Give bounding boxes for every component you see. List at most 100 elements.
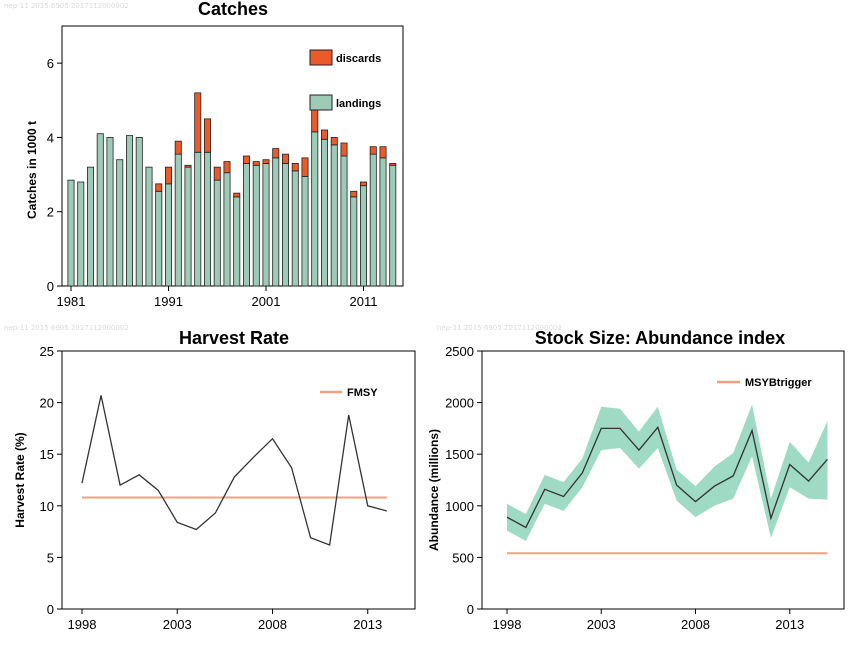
landings-bar — [126, 135, 134, 287]
landings-bar — [242, 163, 250, 287]
legend-landings-label: landings — [336, 98, 381, 110]
discards-bar — [369, 146, 377, 155]
harvest-y-tick-label: 10 — [40, 499, 54, 514]
catches-x-tick-label: 1981 — [57, 294, 86, 309]
stock-y-tick-label: 1000 — [445, 499, 474, 514]
stock-x-tick-label: 2008 — [681, 617, 710, 632]
stock-x-tick-label: 1998 — [493, 617, 522, 632]
discards-bar — [379, 146, 387, 159]
legend-fmsy-label: FMSY — [347, 387, 378, 399]
landings-bar — [194, 151, 202, 287]
discards-bar — [262, 159, 270, 164]
landings-bar — [281, 163, 289, 287]
landings-bar — [291, 170, 299, 287]
discards-bar — [291, 163, 299, 172]
watermark-stock: nep-11 2015 6905 2017112000002 — [437, 324, 562, 332]
landings-bar — [233, 196, 241, 287]
stock-size-chart: Stock Size: Abundance index Abundance (m… — [427, 328, 845, 632]
legend-msybtrigger-label: MSYBtrigger — [745, 377, 812, 389]
watermark-harvest: nep-11 2015 6905 2017112000002 — [4, 324, 129, 332]
landings-bar — [135, 137, 143, 287]
landings-bar — [359, 185, 367, 287]
landings-bar — [350, 196, 358, 287]
stock-y-tick-label: 0 — [467, 602, 474, 617]
landings-bar — [272, 157, 280, 287]
discards-bar — [272, 148, 280, 159]
harvest-y-tick-label: 15 — [40, 447, 54, 462]
catches-title: Catches — [198, 0, 268, 19]
landings-bar — [96, 133, 104, 287]
catches-y-tick-label: 6 — [47, 56, 54, 71]
discards-bar — [164, 166, 172, 185]
stock-x-tick-label: 2003 — [587, 617, 616, 632]
landings-bar — [262, 163, 270, 287]
harvest-x-tick-label: 1998 — [68, 617, 97, 632]
landings-bar — [340, 155, 348, 287]
abundance-line — [506, 426, 828, 529]
legend-discards-label: discards — [336, 53, 381, 65]
discards-bar — [203, 118, 211, 153]
stock-y-tick-label: 500 — [452, 550, 474, 565]
landings-bar — [116, 159, 124, 287]
harvest-x-tick-label: 2013 — [353, 617, 382, 632]
stock-x-tick-label: 2013 — [775, 617, 804, 632]
landings-bar — [369, 153, 377, 287]
landings-bar — [320, 138, 328, 287]
landings-bar — [330, 144, 338, 287]
harvest-rate-y-axis-label: Harvest Rate (%) — [13, 432, 27, 527]
discards-bar — [301, 157, 309, 177]
discards-bar — [194, 92, 202, 153]
landings-bar — [87, 166, 95, 287]
discards-bar — [223, 161, 231, 174]
discards-bar — [233, 192, 241, 198]
stock-y-tick-label: 1500 — [445, 447, 474, 462]
landings-bar — [155, 190, 163, 287]
harvest-y-tick-label: 20 — [40, 396, 54, 411]
catches-x-tick-label: 1991 — [154, 294, 183, 309]
catches-plot-frame — [61, 25, 404, 287]
harvest-x-tick-label: 2008 — [258, 617, 287, 632]
landings-bar — [164, 183, 172, 287]
discards-bar — [359, 181, 367, 187]
harvest-plot-frame — [61, 350, 416, 610]
stock-y-tick-label: 2500 — [445, 344, 474, 359]
stock-size-title: Stock Size: Abundance index — [535, 328, 785, 348]
landings-bar — [174, 153, 182, 287]
stock-y-tick-label: 2000 — [445, 396, 474, 411]
discards-bar — [320, 129, 328, 140]
legend-landings-swatch — [309, 94, 333, 111]
watermark-catches: nep-11 2015 6905 2017112000002 — [4, 2, 129, 10]
catches-y-tick-label: 4 — [47, 130, 54, 145]
discards-bar — [389, 163, 397, 166]
abundance-confidence-band — [507, 404, 828, 541]
catches-y-axis-label: Catches in 1000 t — [25, 121, 39, 219]
landings-bar — [77, 181, 85, 287]
landings-bar — [379, 157, 387, 287]
landings-bar — [145, 166, 153, 287]
landings-bar — [106, 137, 114, 287]
harvest-y-tick-label: 0 — [47, 602, 54, 617]
legend-discards-swatch — [309, 49, 333, 66]
catches-x-tick-label: 2011 — [350, 294, 378, 309]
landings-bar — [301, 176, 309, 287]
catches-chart: Catches Catches in 1000 t 0 2 4 6 1981 1991 20… — [25, 0, 404, 309]
harvest-x-tick-label: 2003 — [163, 617, 192, 632]
landings-bar — [223, 172, 231, 287]
discards-bar — [252, 161, 260, 166]
discards-bar — [281, 153, 289, 164]
stock-size-y-axis-label: Abundance (millions) — [427, 429, 441, 551]
discards-bar — [184, 164, 192, 168]
landings-bar — [252, 164, 260, 287]
landings-bar — [311, 131, 319, 287]
discards-bar — [242, 155, 250, 164]
discards-bar — [174, 140, 182, 155]
harvest-rate-title: Harvest Rate — [179, 328, 289, 348]
catches-x-tick-label: 2001 — [252, 294, 281, 309]
stock-plot-frame — [481, 350, 845, 610]
landings-bar — [213, 179, 221, 287]
landings-bar — [184, 166, 192, 287]
discards-bar — [330, 137, 338, 146]
discards-bar — [350, 190, 358, 198]
discards-bar — [340, 142, 348, 157]
landings-bar — [203, 151, 211, 287]
